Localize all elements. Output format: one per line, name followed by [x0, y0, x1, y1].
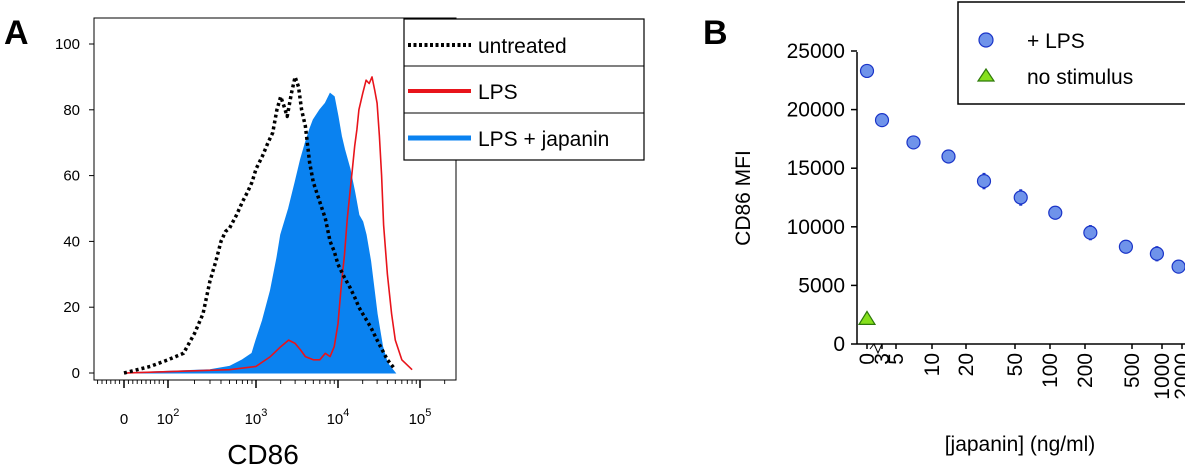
- y-tick-label: 20000: [787, 99, 845, 122]
- point-plus-lps: [1083, 225, 1098, 240]
- x-tick-label: 0: [120, 411, 128, 428]
- x-tick-exponent: 5: [425, 407, 431, 419]
- x-tick-label: 500: [1121, 353, 1144, 388]
- point-plus-lps: [859, 63, 875, 79]
- x-tick-exponent: 2: [173, 407, 179, 419]
- panel-a: A 0 20 40 60 80 100 0 102 103 104 105 CD86 untrea…: [4, 14, 645, 470]
- x-tick-label: 50: [1004, 353, 1027, 376]
- legend-label-lps: LPS: [478, 81, 518, 104]
- panel-b-legend-box: [957, 1, 1185, 105]
- legend-marker-circle-icon: [978, 32, 994, 48]
- x-tick-label: 2000: [1171, 353, 1185, 400]
- point-plus-lps: [1118, 239, 1134, 254]
- panel-a-series: [123, 75, 413, 375]
- panel-a-frame: [93, 17, 457, 381]
- legend-label-no-stimulus: no stimulus: [1027, 66, 1133, 89]
- legend-marker-triangle-icon: [976, 67, 996, 82]
- x-tick-label: 103: [245, 407, 268, 428]
- y-tick-label: 40: [63, 233, 80, 250]
- x-tick-label: 104: [327, 407, 350, 428]
- legend-label-lps-japanin: LPS + japanin: [478, 128, 609, 151]
- x-tick-label: 1000: [1151, 353, 1174, 400]
- series-lps-line: [123, 76, 413, 374]
- point-plus-lps: [1013, 190, 1028, 205]
- panel-a-label: A: [4, 14, 29, 52]
- x-tick-label: 100: [1039, 353, 1062, 388]
- series-untreated-line: [123, 75, 397, 375]
- panel-b-label: B: [703, 14, 728, 52]
- x-tick-exponent: 3: [261, 407, 267, 419]
- point-plus-lps: [1048, 205, 1063, 220]
- y-tick-label: 0: [833, 333, 845, 356]
- point-plus-lps: [874, 113, 890, 128]
- panel-b-y-axis: 0 5000 10000 15000 20000 25000: [787, 40, 857, 356]
- y-tick-label: 60: [63, 168, 80, 185]
- x-tick-label: 200: [1074, 353, 1097, 388]
- panel-a-legend: untreated LPS LPS + japanin: [403, 18, 645, 161]
- panel-b-legend: + LPS no stimulus: [957, 1, 1185, 105]
- y-tick-label: 5000: [798, 274, 845, 297]
- legend-label-untreated: untreated: [478, 35, 567, 58]
- point-plus-lps: [976, 173, 992, 189]
- y-tick-label: 20: [63, 299, 80, 316]
- y-tick-label: 15000: [787, 157, 845, 180]
- x-tick-label: 102: [157, 407, 180, 428]
- x-tick-label: 5: [885, 353, 908, 365]
- panel-a-y-axis: 0 20 40 60 80 100: [55, 36, 94, 382]
- x-tick-exponent: 4: [343, 407, 349, 419]
- x-tick-label: 20: [955, 353, 978, 376]
- legend-label-plus-lps: + LPS: [1027, 30, 1085, 53]
- point-plus-lps: [941, 149, 956, 164]
- y-tick-label: 100: [55, 36, 80, 53]
- panel-a-x-axis: 0 102 103 104 105: [97, 380, 446, 428]
- x-tick-label: 10: [921, 353, 944, 376]
- y-tick-label: 0: [72, 365, 80, 382]
- point-no-stimulus: [857, 310, 877, 325]
- y-tick-label: 10000: [787, 216, 845, 239]
- panel-b-y-axis-label: CD86 MFI: [732, 150, 755, 246]
- point-plus-lps: [1171, 259, 1185, 274]
- x-tick-label: 3: [871, 353, 894, 365]
- panel-b-x-axis-label: [japanin] (ng/ml): [945, 433, 1096, 456]
- x-tick-label: 0: [856, 353, 879, 365]
- y-tick-label: 25000: [787, 40, 845, 63]
- y-tick-label: 80: [63, 102, 80, 119]
- panel-a-x-axis-label: CD86: [227, 439, 299, 470]
- x-tick-label: 105: [409, 407, 432, 428]
- point-plus-lps: [906, 135, 921, 150]
- point-plus-lps: [1149, 246, 1165, 261]
- panel-b-points: [857, 63, 1185, 325]
- axis-break-icon: [869, 343, 883, 355]
- series-lps-japanin-area: [123, 92, 397, 374]
